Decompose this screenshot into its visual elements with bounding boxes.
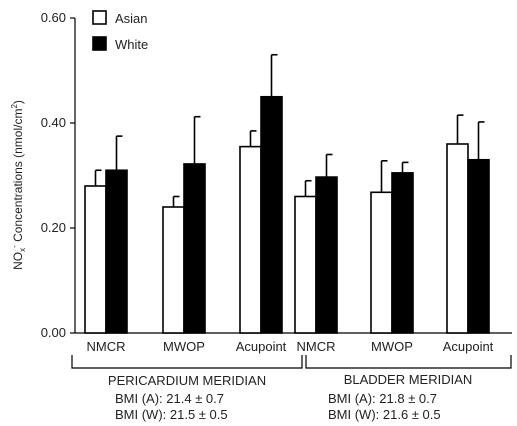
bar-asian-2 bbox=[239, 145, 262, 334]
legend-label-white: White bbox=[115, 37, 148, 52]
bar-asian-3 bbox=[294, 195, 317, 334]
y-tick-label: 0.00 bbox=[41, 325, 66, 340]
x-tick-label: Acupoint bbox=[236, 339, 287, 354]
bmi-w-pericardium: BMI (W): 21.5 ± 0.5 bbox=[115, 407, 228, 422]
bar-asian-0 bbox=[84, 185, 107, 334]
x-tick-label: NMCR bbox=[297, 339, 336, 354]
bar-white-1 bbox=[183, 163, 206, 334]
bar-asian-5 bbox=[446, 143, 469, 334]
bar-asian-1 bbox=[162, 206, 185, 334]
y-tick-label: 0.20 bbox=[41, 220, 66, 235]
group-label-pericardium: PERICARDIUM MERIDIAN bbox=[108, 373, 266, 388]
bmi-a-pericardium: BMI (A): 21.4 ± 0.7 bbox=[115, 391, 224, 406]
bar-white-4 bbox=[391, 172, 414, 334]
group-label-bladder: BLADDER MERIDIAN bbox=[344, 372, 473, 387]
legend: Asian White bbox=[92, 10, 148, 52]
bmi-a-bladder: BMI (A): 21.8 ± 0.7 bbox=[328, 391, 437, 406]
bladder-bracket bbox=[305, 355, 512, 369]
x-tick-label: MWOP bbox=[163, 339, 205, 354]
bar-white-2 bbox=[260, 95, 283, 334]
bar-white-3 bbox=[315, 176, 338, 334]
pericardium-bracket bbox=[71, 355, 303, 369]
bar-white-5 bbox=[467, 158, 490, 334]
legend-swatch-white bbox=[92, 36, 107, 51]
legend-label-asian: Asian bbox=[115, 11, 148, 26]
legend-swatch-asian bbox=[92, 10, 107, 25]
y-tick-label: 0.40 bbox=[41, 115, 66, 130]
x-tick-label: Acupoint bbox=[443, 339, 494, 354]
y-axis-label: NOx- Concentrations (nmol/cm2) bbox=[10, 100, 27, 270]
bar-white-0 bbox=[105, 169, 128, 334]
bmi-w-bladder: BMI (W): 21.6 ± 0.5 bbox=[328, 407, 441, 422]
y-tick-label: 0.60 bbox=[41, 10, 66, 25]
x-tick-label: MWOP bbox=[371, 339, 413, 354]
bar-asian-4 bbox=[370, 191, 393, 334]
x-tick-label: NMCR bbox=[87, 339, 126, 354]
